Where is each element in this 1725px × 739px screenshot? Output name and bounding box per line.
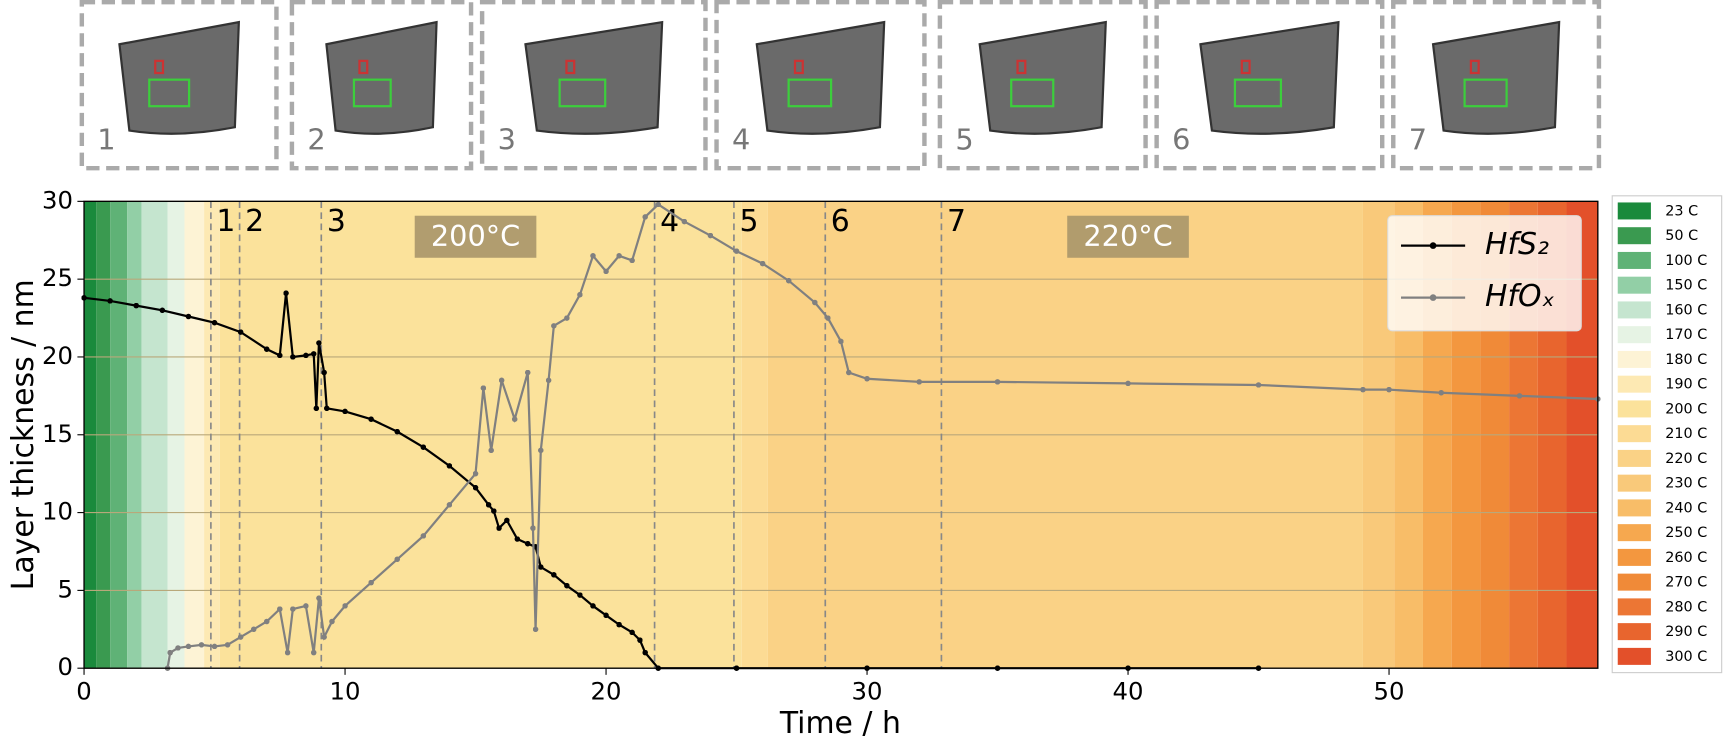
colorbar-swatch (1617, 227, 1651, 245)
thumbnail-frame (1391, 0, 1602, 171)
series-line (164, 201, 1601, 671)
event-label: 5 (739, 204, 758, 239)
thumbnail-roi (1463, 78, 1508, 108)
thumbnail-marker (358, 59, 369, 75)
colorbar-swatch (1617, 598, 1651, 616)
colorbar-swatch (1617, 573, 1651, 591)
colorbar-label: 180 C (1665, 352, 1707, 368)
colorbar-label: 190 C (1665, 377, 1707, 393)
x-tick-label: 30 (852, 677, 883, 706)
thumbnail-roi (352, 78, 392, 108)
x-tick-label: 40 (1113, 677, 1144, 706)
y-tick-label: 10 (42, 497, 73, 526)
x-tick-label: 50 (1374, 677, 1405, 706)
colorbar-label: 240 C (1665, 500, 1707, 516)
colorbar-label: 250 C (1665, 525, 1707, 541)
colorbar-swatch (1617, 474, 1651, 492)
colorbar-label: 210 C (1665, 426, 1707, 442)
colorbar-label: 220 C (1665, 451, 1707, 467)
x-tick-label: 10 (330, 677, 361, 706)
colorbar-swatch (1617, 326, 1651, 344)
colorbar-swatch (1617, 350, 1651, 368)
colorbar-label: 300 C (1665, 649, 1707, 665)
colorbar-label: 290 C (1665, 624, 1707, 640)
legend-dot (1429, 242, 1437, 249)
colorbar-swatch (1617, 623, 1651, 641)
thumbnail-marker (1469, 59, 1480, 75)
event-label: 6 (831, 204, 850, 239)
event-label: 1 (216, 204, 235, 239)
legend-dot (1429, 294, 1437, 301)
thumbnail-label: 5 (955, 123, 973, 157)
colorbar-swatch (1617, 202, 1651, 220)
colorbar-swatch (1617, 548, 1651, 566)
colorbar-swatch (1617, 425, 1651, 443)
x-tick-label: 20 (591, 677, 622, 706)
colorbar-label: 170 C (1665, 327, 1707, 343)
colorbar-swatch (1617, 301, 1651, 319)
y-tick-label: 20 (42, 341, 73, 370)
colorbar-label: 23 C (1665, 204, 1698, 220)
y-tick-label: 15 (42, 419, 73, 448)
colorbar-label: 270 C (1665, 575, 1707, 591)
colorbar-swatch (1617, 251, 1651, 269)
x-axis-label: Time / h (779, 706, 901, 739)
colorbar-swatch (1617, 647, 1651, 665)
colorbar-swatch (1617, 400, 1651, 418)
colorbar-label: 50 C (1665, 228, 1698, 244)
y-tick-label: 0 (58, 652, 73, 681)
colorbar-swatch (1617, 524, 1651, 542)
y-tick-label: 5 (58, 574, 73, 603)
annotation: 200°C (431, 219, 520, 253)
thumbnail-label: 6 (1172, 123, 1190, 157)
event-label: 2 (245, 204, 264, 239)
colorbar-label: 150 C (1665, 278, 1707, 294)
plot-frame (83, 200, 1599, 669)
y-tick-label: 25 (42, 263, 73, 292)
colorbar-label: 200 C (1665, 401, 1707, 417)
colorbar-swatch (1617, 499, 1651, 517)
y-tick-label: 30 (42, 185, 73, 214)
annotation: 220°C (1083, 219, 1172, 253)
colorbar-label: 100 C (1665, 253, 1707, 269)
thumbnail-marker (154, 59, 165, 75)
event-label: 4 (660, 204, 679, 239)
colorbar-label: 160 C (1665, 302, 1707, 318)
thumbnail-roi (1010, 78, 1055, 108)
legend-label: HfOₓ (1485, 279, 1555, 314)
thumbnail-marker (1016, 59, 1027, 75)
colorbar-label: 280 C (1665, 599, 1707, 615)
y-axis-label: Layer thickness / nm (6, 279, 41, 590)
thumbnail-roi (558, 78, 607, 108)
thumbnail-marker (1240, 59, 1251, 75)
thumbnail-marker (565, 59, 576, 75)
thumbnail-marker (793, 59, 804, 75)
thumbnail-label: 4 (732, 123, 750, 157)
colorbar-label: 260 C (1665, 550, 1707, 566)
thumbnail-label: 1 (97, 123, 115, 157)
thumbnail-roi (1233, 78, 1283, 108)
legend-label: HfS₂ (1485, 227, 1549, 262)
event-label: 7 (947, 204, 966, 239)
event-label: 3 (327, 204, 346, 239)
colorbar-swatch (1617, 375, 1651, 393)
x-tick-label: 0 (76, 677, 91, 706)
colorbar-label: 230 C (1665, 476, 1707, 492)
thumbnail-label: 7 (1409, 123, 1427, 157)
thumbnail-roi (148, 78, 191, 108)
thumbnail-label: 3 (498, 123, 516, 157)
thumbnail-frame (289, 0, 474, 171)
colorbar-swatch (1617, 276, 1651, 294)
thumbnail-roi (787, 78, 833, 108)
thumbnail-label: 2 (307, 123, 325, 157)
colorbar-swatch (1617, 449, 1651, 467)
